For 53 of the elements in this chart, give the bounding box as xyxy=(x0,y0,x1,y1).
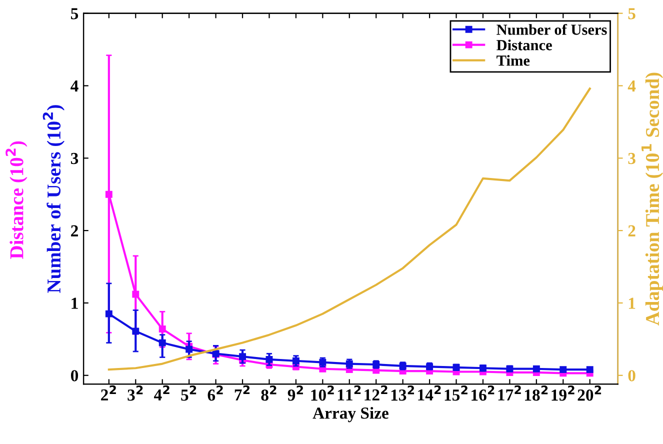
x-tick-label: 4$^{2}$ xyxy=(154,385,170,400)
y2-tick-label: 4 xyxy=(628,80,636,92)
point xyxy=(266,356,273,363)
point xyxy=(560,366,567,374)
y-tick-label: 4 xyxy=(70,80,78,92)
y-tick-label: 5 xyxy=(71,8,78,20)
point xyxy=(239,353,246,360)
x-tick-label: 14$^{2}$ xyxy=(418,385,441,400)
x-tick-label: 3$^{2}$ xyxy=(128,386,143,401)
x-tick-label: 6$^{2}$ xyxy=(208,386,223,401)
y2-tick-label: 3 xyxy=(628,152,636,164)
y2-tick-label: 5 xyxy=(628,8,636,20)
point xyxy=(105,190,112,198)
point xyxy=(346,360,353,368)
x-tick-label: 18$^{2}$ xyxy=(525,386,548,401)
legend-label: Number of Users xyxy=(496,24,607,35)
y-tick-label: 0 xyxy=(70,370,78,382)
y2-axis-title: Adaptation Time (10$^{1}$ Second) xyxy=(642,72,663,326)
line-series xyxy=(108,88,591,371)
legend-label: Time xyxy=(496,55,530,66)
x-tick-label: 10$^{2}$ xyxy=(311,386,334,401)
point xyxy=(506,365,514,372)
y-tick-label: 1 xyxy=(72,298,78,309)
y2-tick-label: 2 xyxy=(628,225,636,236)
x-tick-label: 2$^{2}$ xyxy=(101,385,116,400)
x-axis-title: Array Size xyxy=(312,407,388,422)
x-tick-label: 20$^{2}$ xyxy=(578,386,602,401)
x-tick-label: 8$^{2}$ xyxy=(261,386,276,401)
y-axis-title: Number of Users (10$^{2}$) xyxy=(42,105,64,293)
y-tick-label: 3 xyxy=(70,152,78,164)
text: Distance (10$^{2}$) xyxy=(6,141,28,259)
y2-tick-label: 0 xyxy=(628,370,636,382)
x-tick-label: 16$^{2}$ xyxy=(472,386,494,401)
point xyxy=(319,358,326,366)
x-tick-label: 7$^{2}$ xyxy=(234,385,250,400)
x-tick-label: 17$^{2}$ xyxy=(498,385,521,400)
point xyxy=(158,326,166,332)
point xyxy=(292,357,300,364)
x-tick-label: 11$^{2}$ xyxy=(338,385,361,400)
legend-label: Distance xyxy=(496,40,552,50)
x-tick-label: 5$^{2}$ xyxy=(181,386,196,401)
point xyxy=(532,365,540,372)
x-tick-label: 19$^{2}$ xyxy=(552,386,574,401)
point xyxy=(105,310,112,318)
point xyxy=(586,366,594,374)
point xyxy=(186,346,193,353)
point xyxy=(132,290,140,298)
y-tick-label: 2 xyxy=(71,225,78,236)
x-tick-label: 12$^{2}$ xyxy=(364,385,388,400)
x-tick-label: 13$^{2}$ xyxy=(391,386,414,401)
x-tick-label: 15$^{2}$ xyxy=(444,386,468,401)
x-tick-label: 9$^{2}$ xyxy=(288,386,303,401)
y2-tick-label: 1 xyxy=(628,298,636,309)
